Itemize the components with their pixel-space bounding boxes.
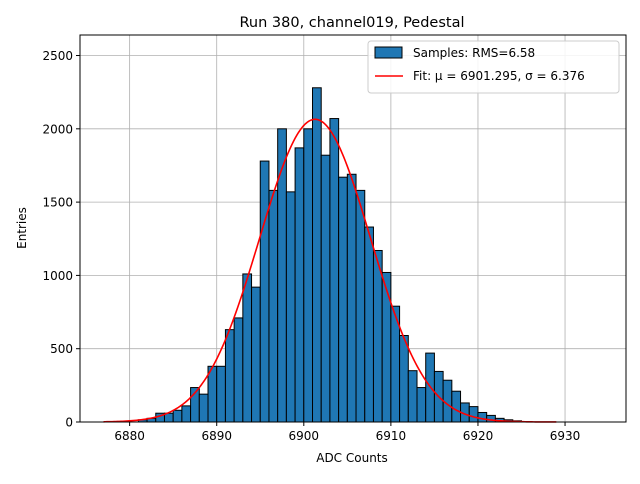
- histogram-bar: [355, 189, 366, 423]
- histogram-bar: [312, 87, 322, 423]
- histogram-bar: [451, 390, 462, 423]
- histogram-bar: [172, 409, 183, 423]
- x-tick-label: 6930: [550, 429, 581, 443]
- histogram-bar: [416, 387, 427, 423]
- x-tick-label: 6880: [114, 429, 145, 443]
- x-axis: 6880 6890 6900 6910 6920 6930: [114, 422, 580, 443]
- histogram-bar: [268, 189, 279, 423]
- histogram-bar: [381, 271, 392, 423]
- histogram-bar: [320, 154, 331, 423]
- x-tick-label: 6920: [463, 429, 494, 443]
- x-axis-label: ADC Counts: [316, 451, 388, 465]
- fit-curve: [103, 118, 557, 423]
- y-tick-label: 1000: [42, 269, 73, 283]
- histogram-bar: [338, 176, 348, 423]
- y-tick-label: 1500: [42, 196, 73, 210]
- legend: Samples: RMS=6.58 Fit: μ = 6901.295, σ =…: [367, 40, 620, 94]
- x-tick-label: 6900: [289, 429, 320, 443]
- histogram-bar: [399, 335, 409, 423]
- histogram-bar: [364, 226, 374, 423]
- histogram-bar: [346, 173, 357, 423]
- y-tick-label: 0: [65, 416, 73, 430]
- histogram-bar: [294, 147, 305, 423]
- histogram-bar: [181, 405, 192, 423]
- histogram-bar: [224, 329, 235, 423]
- histogram-bar: [329, 118, 340, 423]
- histogram-bar: [303, 128, 314, 423]
- histogram-bar: [242, 273, 253, 423]
- histogram-bar: [285, 191, 296, 423]
- y-tick-label: 2000: [42, 122, 73, 136]
- legend-histogram-label: Samples: RMS=6.58: [413, 46, 535, 60]
- x-tick-label: 6910: [376, 429, 407, 443]
- histogram-bar: [216, 365, 226, 423]
- histogram-bar: [259, 160, 270, 423]
- y-tick-label: 2500: [42, 49, 73, 63]
- histogram-bar: [468, 406, 479, 423]
- y-axis-label: Entries: [15, 207, 29, 249]
- legend-box: [367, 40, 620, 94]
- histogram-bar: [407, 370, 418, 423]
- histogram-bar: [477, 411, 488, 423]
- legend-fit-label: Fit: μ = 6901.295, σ = 6.376: [413, 69, 585, 83]
- histogram-bar: [372, 249, 383, 423]
- y-axis: 0 500 1000 1500 2000 2500: [42, 49, 80, 430]
- histogram-bar: [198, 393, 209, 423]
- chart-title: Run 380, channel019, Pedestal: [239, 15, 464, 31]
- histogram-bar: [207, 365, 218, 423]
- histogram-bar: [277, 128, 287, 423]
- legend-histogram-swatch: [374, 46, 403, 59]
- histogram-bar: [233, 317, 244, 423]
- histogram-bar: [251, 286, 261, 423]
- x-tick-label: 6890: [201, 429, 232, 443]
- y-tick-label: 500: [50, 342, 73, 356]
- plot-frame: [79, 34, 627, 423]
